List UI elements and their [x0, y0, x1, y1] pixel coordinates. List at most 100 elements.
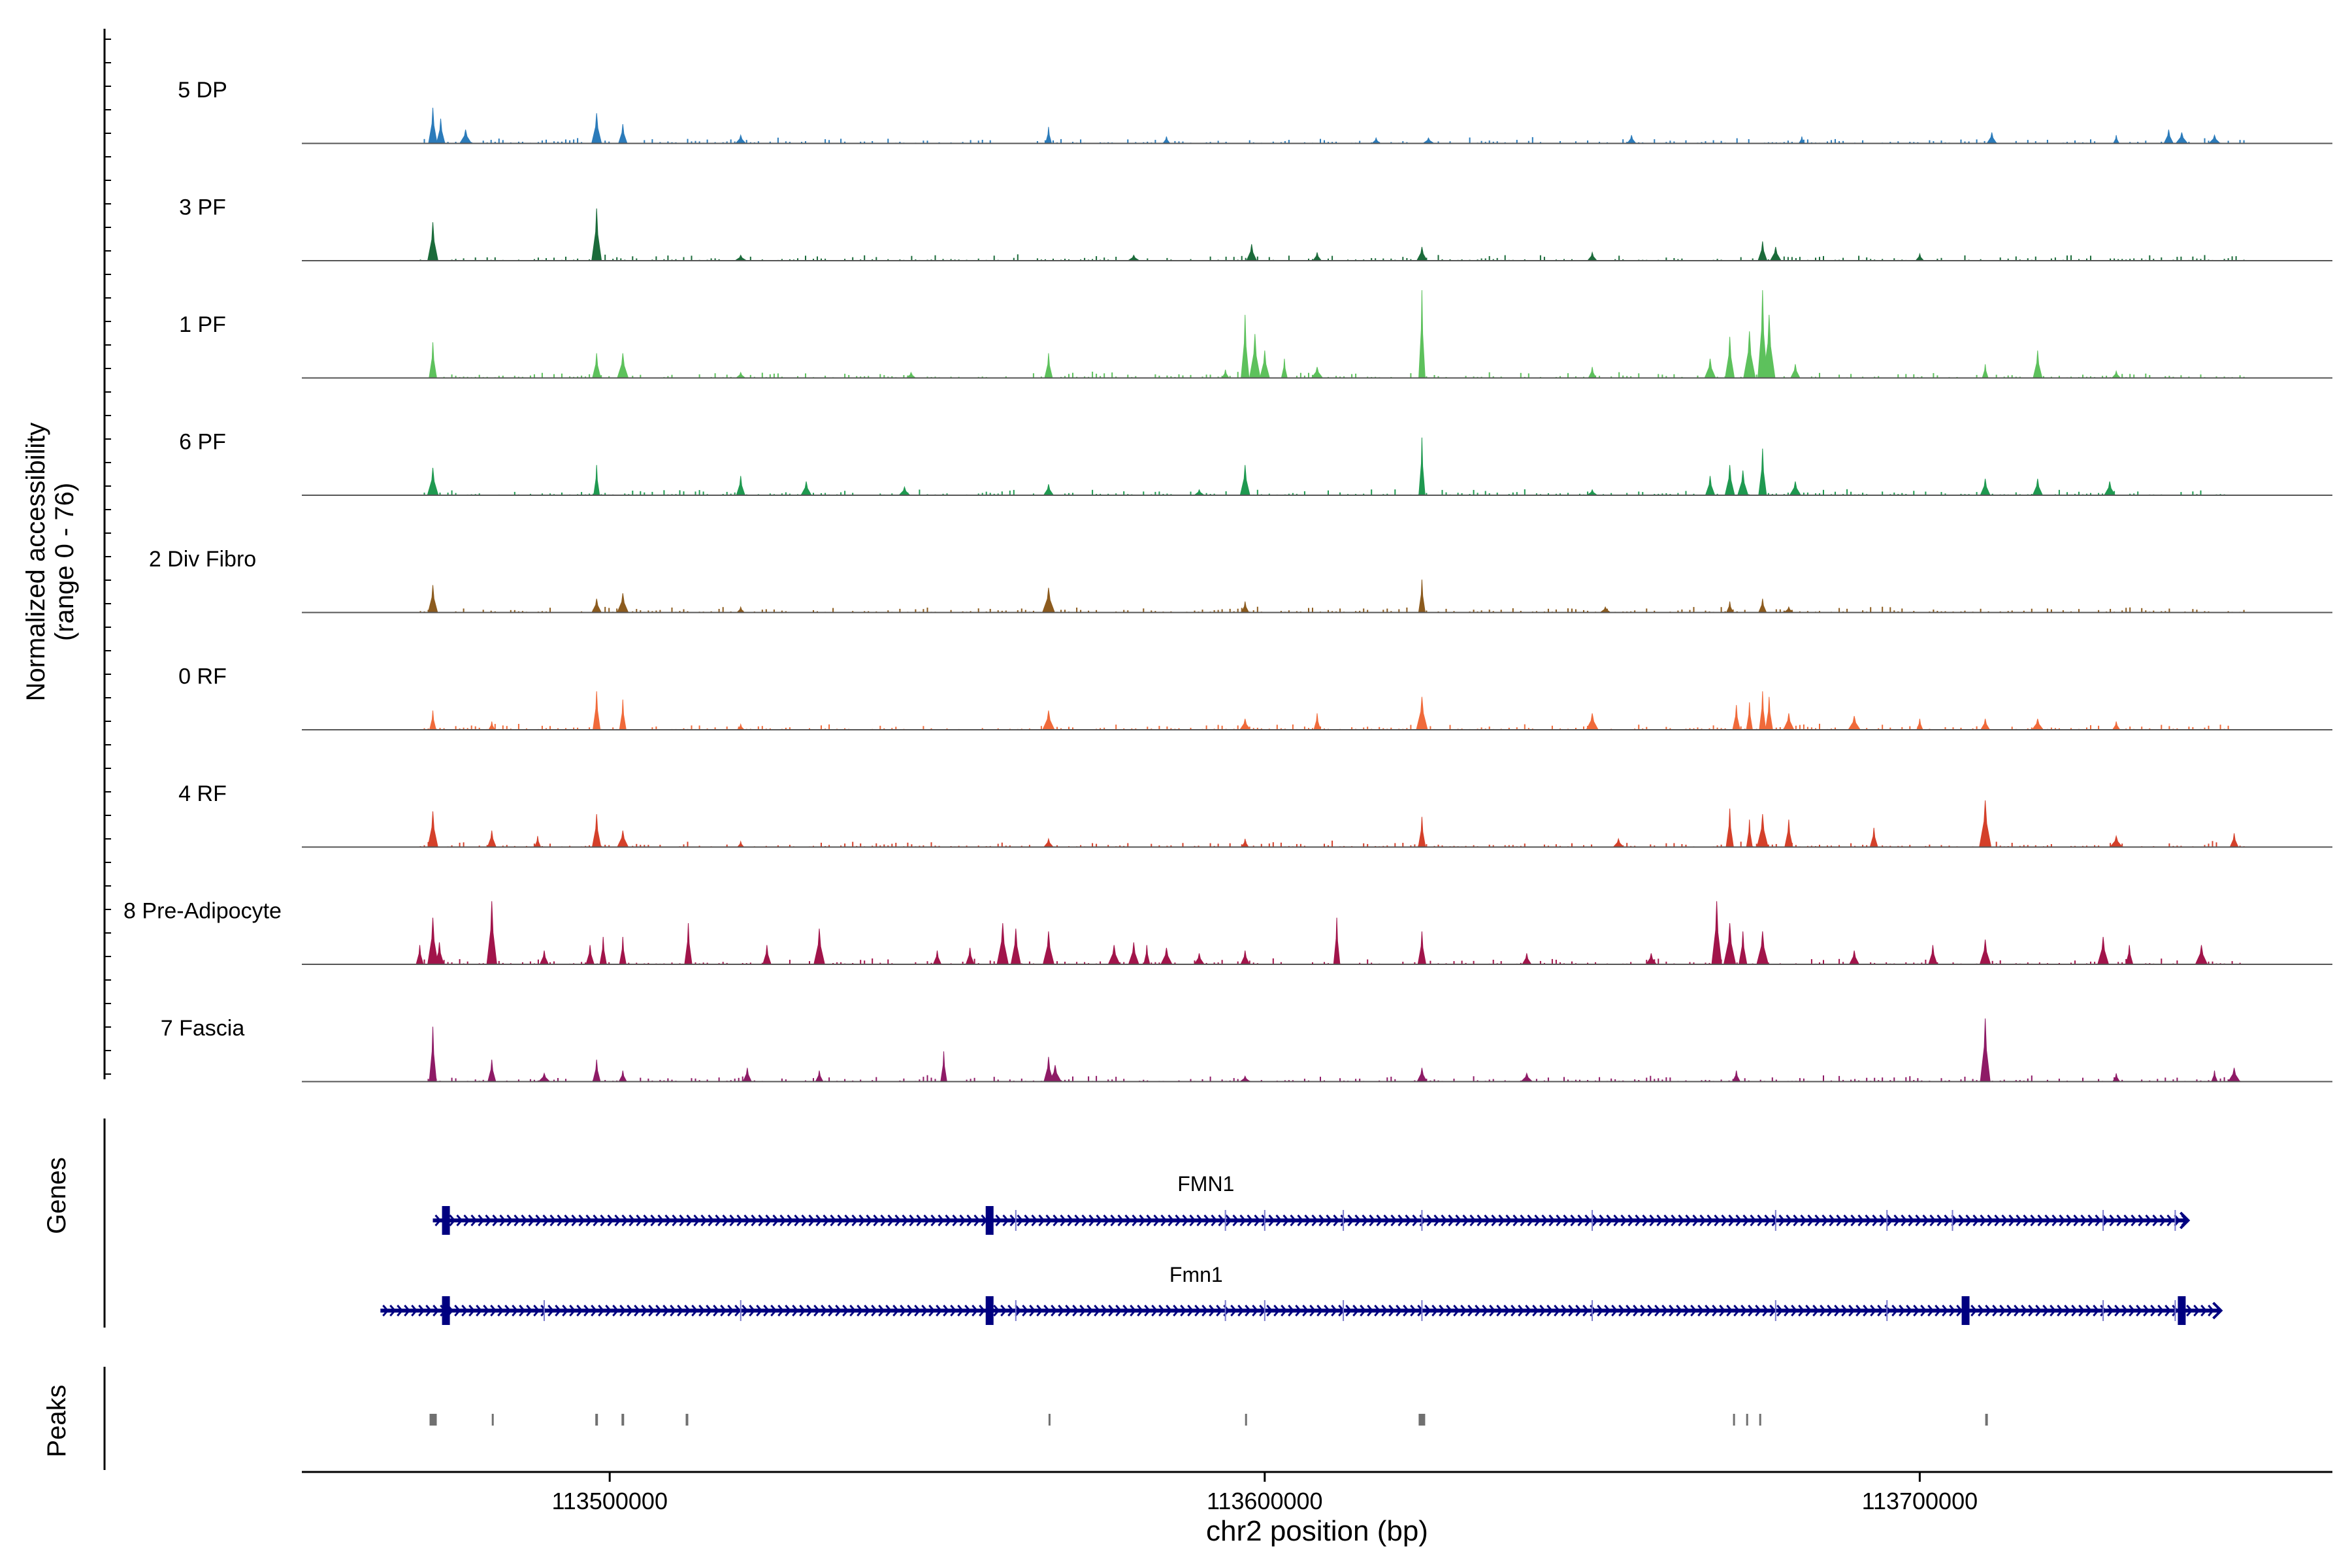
- coverage-peak: [1044, 353, 1053, 378]
- coverage-peak: [815, 1070, 824, 1082]
- coverage-peak: [1765, 696, 1773, 730]
- coverage-peak: [1612, 838, 1625, 847]
- coverage-peak: [1725, 808, 1734, 847]
- coverage-peak: [1418, 290, 1426, 378]
- track-label: 4 RF: [178, 781, 227, 806]
- tracks-y-ticks: [105, 39, 111, 1075]
- track-background-signal: [419, 958, 2241, 964]
- track-5-dp: 5 DP: [178, 78, 2332, 144]
- peak-region: [621, 1414, 625, 1426]
- track-label: 7 Fascia: [161, 1016, 245, 1041]
- track-label: 3 PF: [179, 195, 226, 220]
- coverage-peak: [1311, 367, 1324, 378]
- gene-label: FMN1: [1177, 1172, 1234, 1196]
- coverage-peak: [427, 467, 439, 496]
- track-label: 0 RF: [178, 664, 227, 689]
- coverage-peak: [459, 129, 472, 144]
- track-background-signal: [419, 840, 2245, 847]
- coverage-peak: [1739, 931, 1748, 965]
- track-background-signal: [423, 489, 2225, 495]
- coverage-peak: [1010, 928, 1021, 965]
- coverage-peak: [1241, 838, 1249, 847]
- coverage-peak: [2163, 129, 2174, 144]
- coverage-peak: [1043, 484, 1054, 496]
- coverage-peak: [1041, 587, 1056, 613]
- coverage-peak: [1789, 364, 1801, 378]
- coverage-peak: [2112, 135, 2120, 144]
- coverage-peak: [1588, 367, 1597, 378]
- coverage-peak: [1128, 942, 1139, 965]
- coverage-peak: [1193, 489, 1205, 496]
- coverage-peak: [427, 585, 438, 613]
- track-6-pf: 6 PF: [179, 430, 2332, 496]
- coverage-peak: [593, 691, 601, 730]
- gene-label: Fmn1: [1169, 1263, 1223, 1286]
- exon-block: [442, 1296, 450, 1325]
- exon-block: [985, 1206, 994, 1235]
- coverage-peak: [1246, 244, 1258, 261]
- coverage-peak: [617, 830, 629, 847]
- coverage-peak: [1418, 817, 1426, 847]
- coverage-peak: [813, 928, 825, 965]
- track-background-signal: [423, 723, 2245, 730]
- peak-region: [595, 1414, 598, 1426]
- coverage-peak: [599, 936, 607, 965]
- coverage-peak: [539, 950, 549, 965]
- coverage-peak: [1416, 246, 1428, 261]
- track-0-rf: 0 RF: [178, 664, 2332, 730]
- coverage-peak: [1107, 945, 1120, 965]
- coverage-peak: [427, 811, 438, 847]
- coverage-peak: [1737, 470, 1749, 496]
- exon-block: [985, 1296, 994, 1325]
- x-tick-label: 113700000: [1862, 1488, 1978, 1514]
- coverage-peak: [1241, 314, 1250, 378]
- coverage-peak: [2195, 945, 2208, 965]
- coverage-peak: [1916, 719, 1923, 730]
- exon-block: [1961, 1296, 1970, 1325]
- track-label: 6 PF: [179, 430, 226, 455]
- coverage-peak: [1194, 953, 1205, 965]
- coverage-peak: [1259, 350, 1270, 378]
- coverage-peak: [1928, 945, 1938, 965]
- coverage-peak: [1758, 448, 1767, 496]
- coverage-peak: [1422, 137, 1435, 144]
- coverage-peak: [538, 1072, 551, 1082]
- coverage-peak: [1416, 696, 1428, 730]
- coverage-peak: [428, 107, 438, 144]
- coverage-peak: [2104, 481, 2116, 496]
- coverage-peak: [762, 945, 772, 965]
- coverage-peak: [684, 923, 693, 965]
- coverage-peak: [1042, 710, 1055, 730]
- track-background-signal: [419, 254, 2245, 261]
- track-8-pre-adipocyte: 8 Pre-Adipocyte: [123, 899, 2332, 965]
- coverage-peak: [1982, 364, 1989, 378]
- coverage-peak: [1313, 713, 1321, 730]
- gene-end-arrow: [2180, 1211, 2191, 1230]
- coverage-peak: [1312, 252, 1322, 261]
- coverage-peak: [1980, 719, 1991, 730]
- coverage-peak: [1783, 606, 1795, 613]
- coverage-peak: [1743, 331, 1756, 378]
- coverage-peak: [2109, 834, 2123, 847]
- coverage-peak: [1042, 931, 1054, 965]
- coverage-peak: [1756, 931, 1769, 965]
- track-label: 8 Pre-Adipocyte: [123, 899, 282, 924]
- track-label: 5 DP: [178, 78, 227, 103]
- gene-FMN1: FMN1: [433, 1172, 2191, 1235]
- coverage-peak: [436, 118, 446, 144]
- coverage-peak: [898, 485, 911, 496]
- coverage-peak: [1979, 939, 1991, 965]
- coverage-peak: [1416, 1068, 1428, 1082]
- track-4-rf: 4 RF: [178, 781, 2332, 848]
- coverage-peak: [2175, 132, 2189, 144]
- coverage-peak: [1586, 489, 1599, 496]
- coverage-peak: [1239, 1075, 1251, 1082]
- strand-arrows: [434, 1215, 2188, 1226]
- coverage-peak: [591, 814, 602, 847]
- peak-region: [1418, 1414, 1426, 1426]
- coverage-peak: [2211, 1070, 2218, 1082]
- coverage-peak: [965, 947, 975, 965]
- coverage-peak: [585, 945, 595, 965]
- x-tick-label: 113500000: [551, 1488, 668, 1514]
